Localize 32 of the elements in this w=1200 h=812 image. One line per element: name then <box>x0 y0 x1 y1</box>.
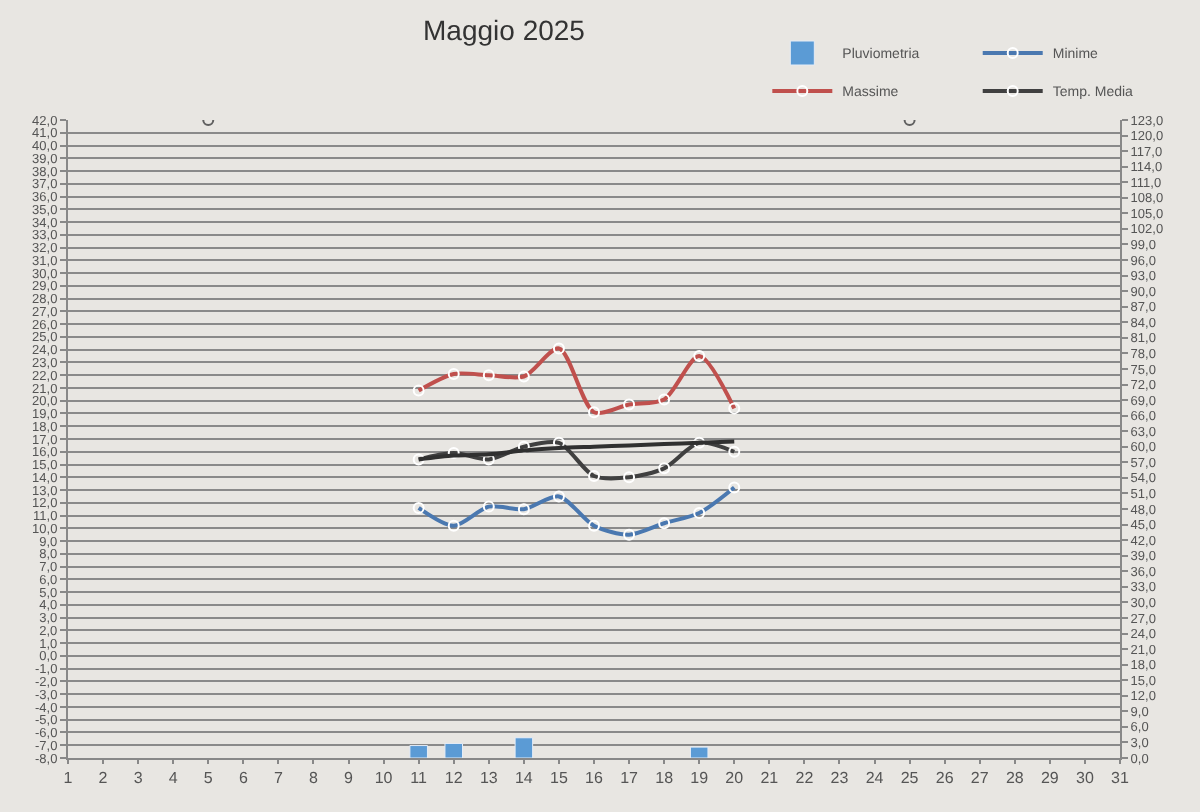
x-tick-label: 2 <box>98 769 109 788</box>
x-tick-label: 6 <box>238 769 249 788</box>
x-tick-label: 22 <box>795 769 815 788</box>
x-tick-label: 21 <box>760 769 780 788</box>
x-tick-label: 10 <box>374 769 394 788</box>
x-tick-label: 31 <box>1111 769 1130 788</box>
x-tick-label: 14 <box>514 769 534 788</box>
x-tick-label: 19 <box>690 769 710 788</box>
x-tick-label: 27 <box>970 769 990 788</box>
x-tick-label: 7 <box>273 769 284 788</box>
x-tick-label: 28 <box>1005 769 1025 788</box>
x-tick-label: 13 <box>479 769 499 788</box>
x-tick-label: 9 <box>344 769 355 788</box>
x-tick-label: 16 <box>585 769 604 788</box>
x-tick-label: 24 <box>865 769 885 788</box>
x-tick-label: 12 <box>444 769 464 788</box>
x-tick-label: 29 <box>1040 769 1060 788</box>
x-tick-label: 30 <box>1076 769 1095 788</box>
x-tick-label: 20 <box>725 769 745 788</box>
x-tick-label: 5 <box>203 769 214 788</box>
x-tick-label: 25 <box>900 769 920 788</box>
x-tick-label: 8 <box>309 769 320 788</box>
x-tick-label: 17 <box>620 769 640 788</box>
x-tick-label: 11 <box>410 769 429 788</box>
x-tick-label: 1 <box>63 769 74 788</box>
x-tick-label: 18 <box>655 769 675 788</box>
x-tick-label: 15 <box>550 769 569 788</box>
x-tick-label: 23 <box>830 769 850 788</box>
x-tick-label: 4 <box>168 769 179 788</box>
x-tick-label: 3 <box>133 769 144 788</box>
x-tick-label: 26 <box>935 769 955 788</box>
chart-title: Maggio 2025 <box>423 13 586 46</box>
